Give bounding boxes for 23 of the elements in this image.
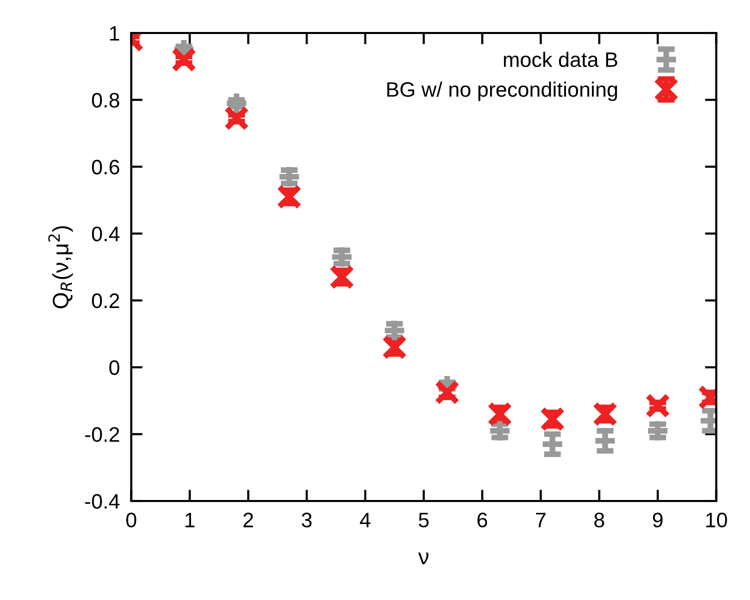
y-tick-label: 0.6	[92, 160, 120, 174]
x-tick-label: 8	[594, 512, 604, 528]
y-tick-label: 0.2	[92, 293, 120, 308]
y-axis-title: Q$_{R}$(ν,μ$^{2}$)	[48, 226, 73, 308]
y-tick-label: -0.2	[85, 427, 120, 442]
x-tick-label: 3	[302, 512, 312, 528]
x-tick-label: 7	[536, 512, 546, 528]
x-tick-label: 0	[126, 512, 136, 528]
legend-label: mock data B	[504, 52, 618, 68]
x-tick-label: 4	[360, 512, 370, 528]
y-tick-label: 0.8	[92, 92, 120, 108]
x-axis-title: ν	[418, 552, 428, 564]
x-tick-label: 2	[244, 512, 253, 528]
x-tick-label: 10	[706, 512, 728, 528]
y-tick-label: 1	[110, 26, 120, 41]
y-tick-label: -0.4	[85, 494, 120, 509]
x-tick-label: 9	[652, 512, 663, 528]
x-tick-label: 1	[186, 512, 195, 528]
y-tick-label: 0	[109, 360, 120, 376]
x-tick-label: 5	[418, 512, 429, 528]
x-tick-label: 6	[478, 512, 488, 528]
y-tick-label: 0.4	[92, 226, 120, 242]
legend-label: BG w/ no preconditioning	[387, 82, 618, 102]
